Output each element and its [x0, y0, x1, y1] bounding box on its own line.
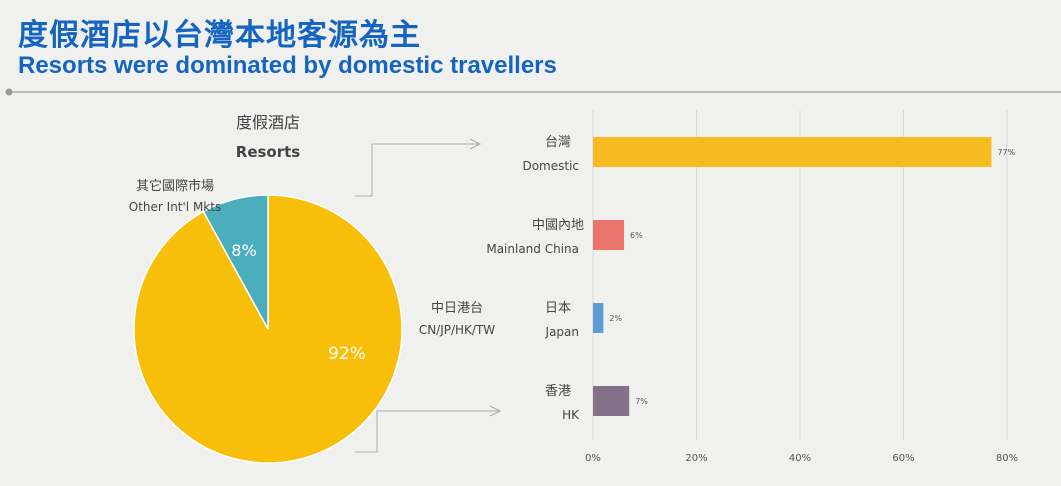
bar — [593, 137, 992, 167]
category-label-zh: 中國內地 — [532, 218, 584, 233]
pie-subtitle: Resorts — [236, 143, 301, 161]
page-title-zh: 度假酒店以台灣本地客源為主 — [18, 18, 421, 53]
bar — [593, 220, 625, 250]
category-label-en: Japan — [545, 325, 579, 339]
category-label-en: Mainland China — [486, 242, 579, 256]
pie-label-main-zh: 中日港台 — [431, 301, 483, 316]
x-tick-label: 60% — [892, 453, 914, 464]
x-tick-label: 40% — [789, 453, 811, 464]
pie-label-main-en: CN/JP/HK/TW — [419, 323, 495, 337]
category-label-zh: 香港 — [545, 384, 571, 399]
pie-chart — [133, 194, 403, 464]
pie-value-label-main: 92% — [328, 344, 366, 364]
category-label-en: Domestic — [522, 159, 579, 173]
bar — [593, 386, 630, 416]
pie-slice-other — [202, 194, 269, 330]
x-tick-label: 20% — [685, 453, 707, 464]
pie-title: 度假酒店 — [236, 113, 300, 132]
x-tick-label: 80% — [996, 453, 1018, 464]
bar-value-label: 6% — [630, 231, 643, 240]
page-title-en: Resorts were dominated by domestic trave… — [18, 52, 557, 79]
connector-top — [355, 143, 480, 197]
bar-value-label: 7% — [635, 397, 648, 406]
connector-bottom-arrow — [489, 405, 502, 417]
pie-label-other-en: Other Int'l Mkts — [129, 200, 221, 214]
connector-bottom — [355, 410, 500, 453]
pie-label-other-zh: 其它國際市場 — [136, 178, 214, 194]
bar — [593, 303, 604, 333]
separator-dot — [5, 88, 13, 96]
category-label-zh: 台灣 — [545, 135, 571, 150]
bar-value-label: 77% — [997, 148, 1015, 157]
bar-value-label: 2% — [609, 314, 622, 323]
category-label-zh: 日本 — [545, 301, 571, 316]
pie-value-label-other: 8% — [231, 241, 256, 260]
bar-chart: 0% 20% 40% 60% 80% 77% 台灣 Domestic 6% 中國內地 Mainlan… — [486, 110, 1018, 464]
connector-top-arrow — [469, 138, 482, 150]
category-label-en: HK — [562, 408, 580, 422]
x-tick-label: 0% — [585, 453, 601, 464]
